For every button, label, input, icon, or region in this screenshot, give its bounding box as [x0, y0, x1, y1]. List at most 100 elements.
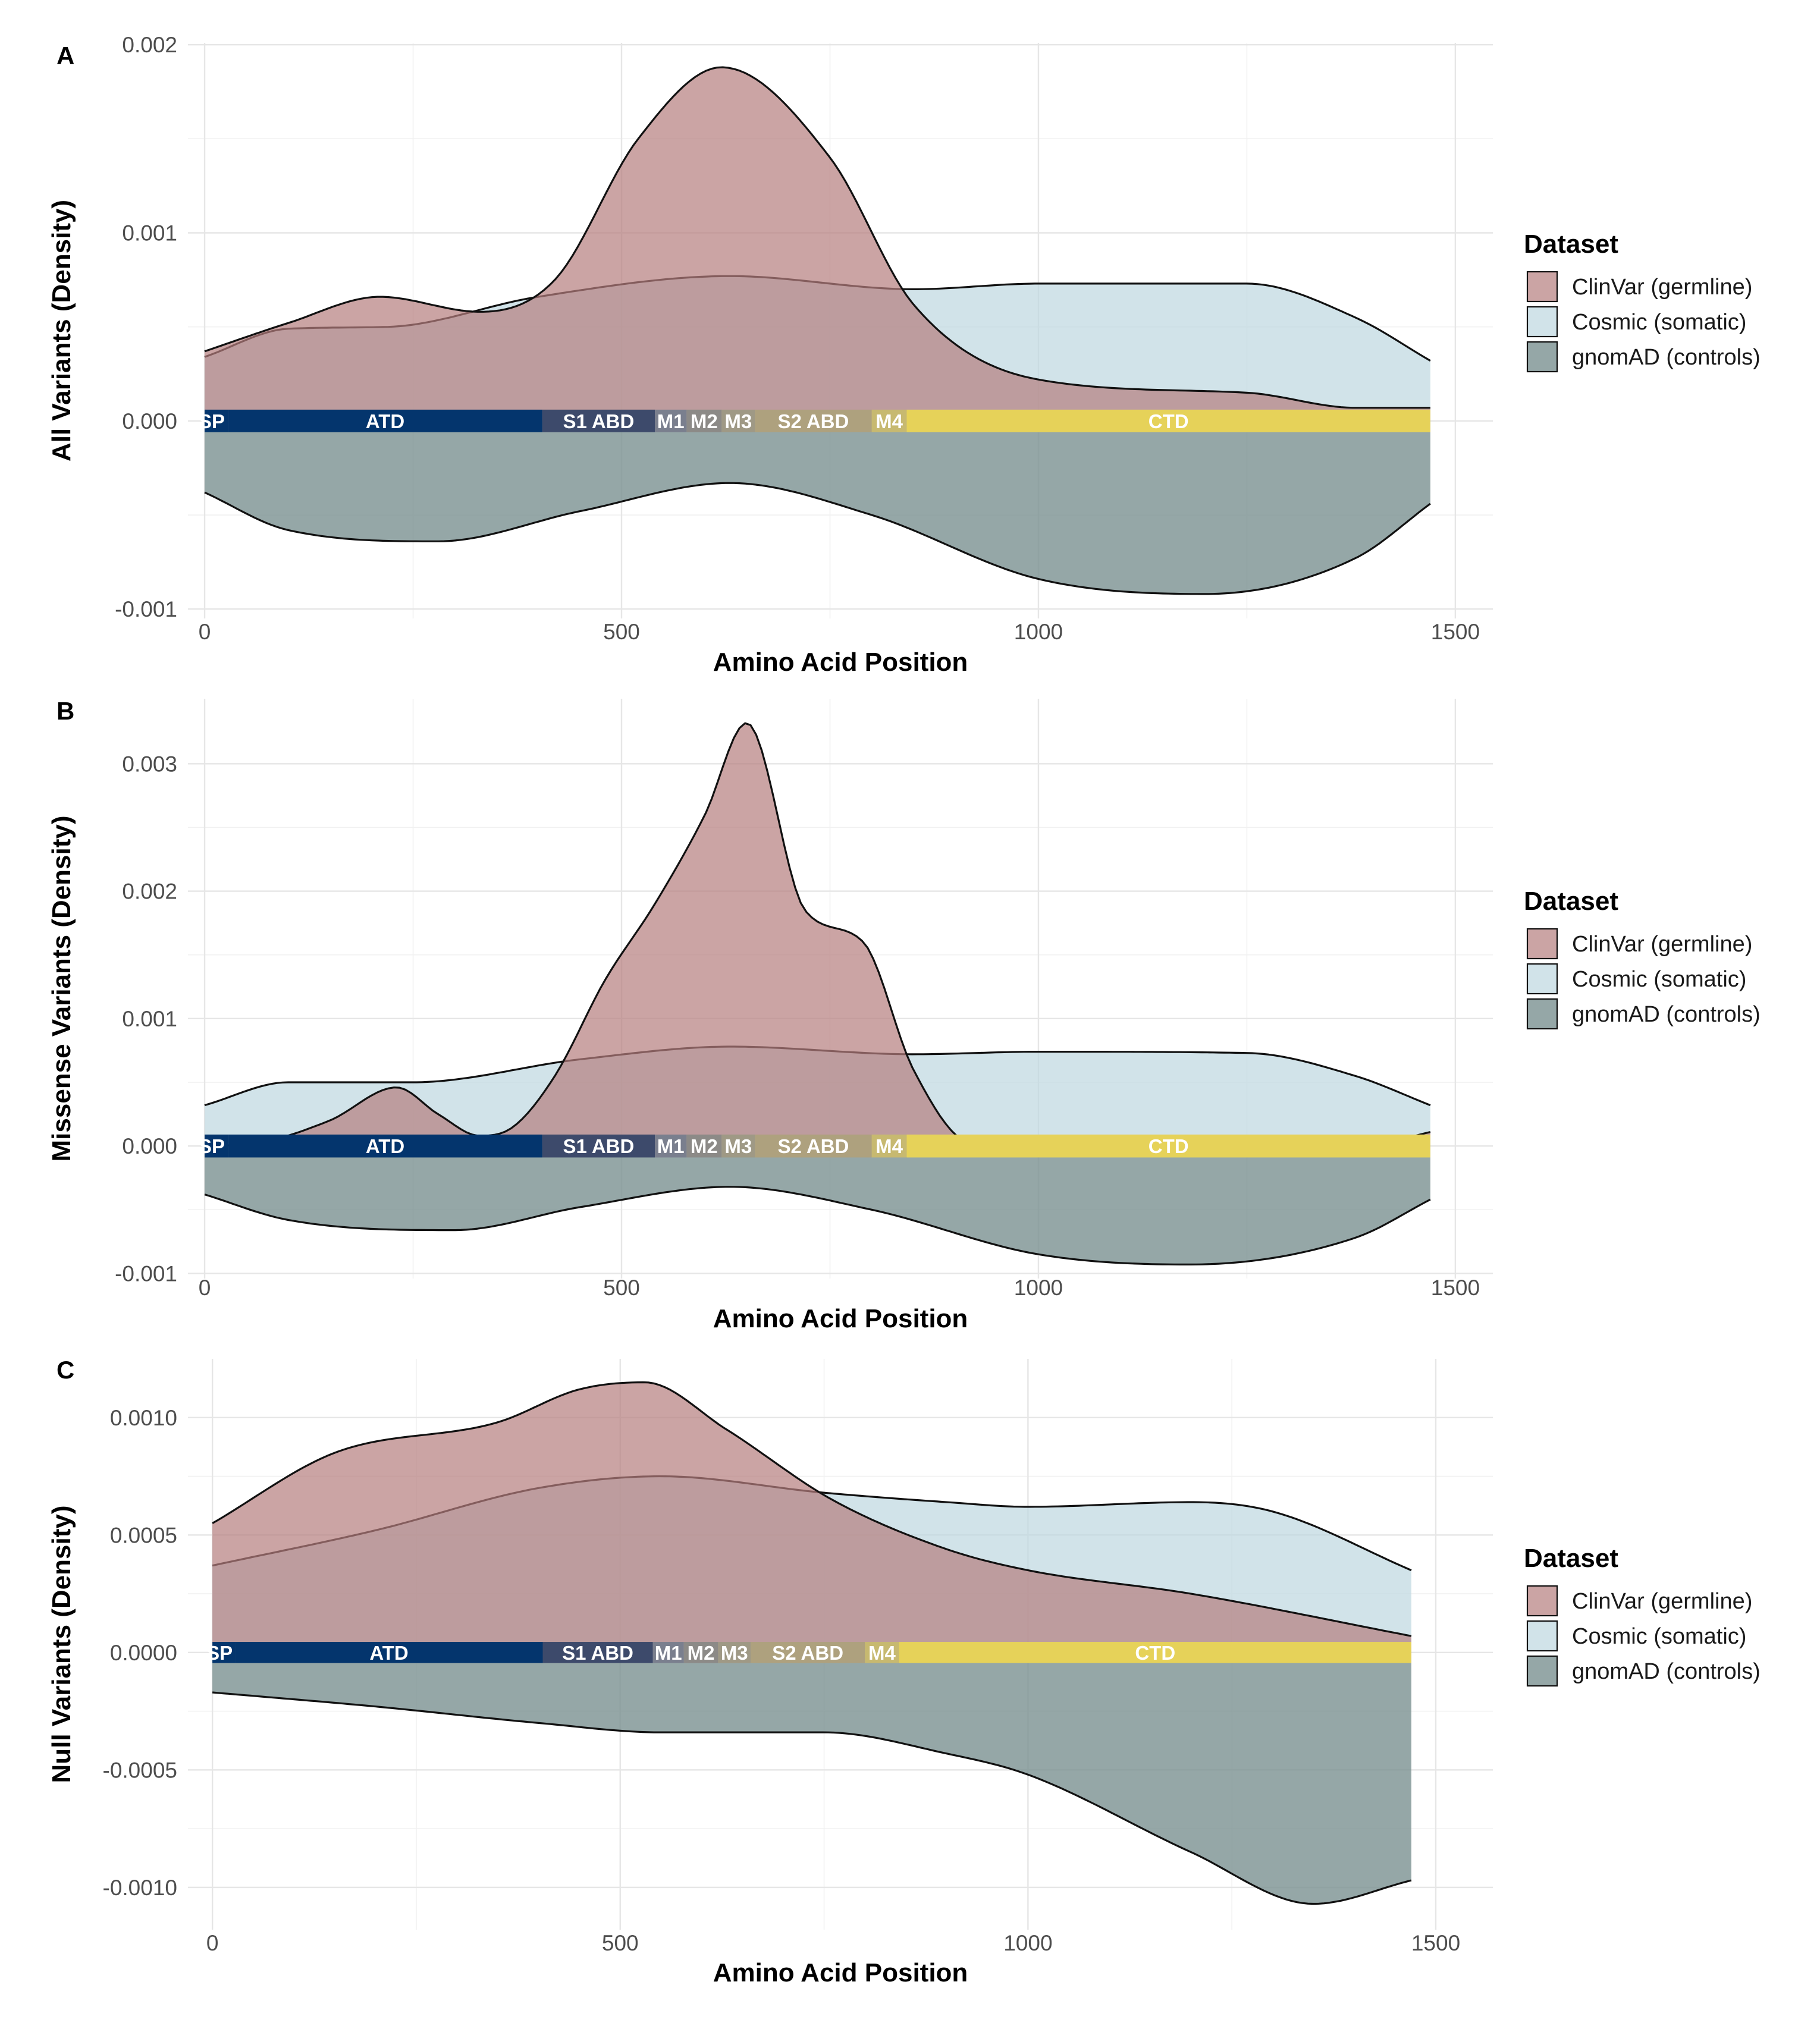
y-tick-label: -0.001	[115, 1261, 177, 1286]
legend-label-gnomad: gnomAD (controls)	[1572, 1002, 1761, 1027]
domain-label-s2-abd: S2 ABD	[772, 1642, 843, 1664]
area-clinvar	[205, 723, 1430, 1147]
domain-label-m3: M3	[721, 1642, 748, 1664]
y-tick-label: 0.002	[122, 880, 177, 904]
y-tick-label: 0.003	[122, 752, 177, 776]
domain-s1-abd	[542, 1642, 653, 1663]
panel-letter: A	[57, 42, 74, 70]
domain-label-m3: M3	[724, 410, 752, 432]
domain-s1-abd	[542, 1134, 655, 1158]
domain-m3	[721, 1134, 755, 1158]
domain-label-ctd: CTD	[1135, 1642, 1175, 1664]
legend-label-cosmic: Cosmic (somatic)	[1572, 967, 1746, 992]
domain-band: SP ATD S1 ABD M1 M2 M3 S2 ABD M4 CTD	[199, 409, 1430, 432]
domain-label-atd: ATD	[369, 1642, 408, 1664]
domain-s2-abd	[751, 1642, 865, 1663]
domain-s1-abd	[542, 409, 655, 432]
y-tick-label: -0.0005	[103, 1758, 178, 1782]
y-tick-label: -0.0010	[103, 1876, 178, 1900]
domain-m1	[655, 409, 687, 432]
curve-gnomad	[204, 1186, 1431, 1265]
tick-labels: -0.0010 -0.0005 0.0000 0.0005 0.0010 0 500 1000…	[103, 1406, 1461, 1955]
x-tick-label: 1000	[1014, 1276, 1063, 1300]
x-tick-label: 500	[603, 620, 640, 644]
area-gnomad	[205, 1146, 1430, 1265]
y-axis-title: Null Variants (Density)	[47, 1505, 76, 1783]
y-tick-label: 0.002	[122, 33, 177, 57]
domain-label-sp: SP	[199, 1135, 225, 1157]
domain-m4	[865, 1642, 899, 1663]
legend-label-cosmic: Cosmic (somatic)	[1572, 1624, 1746, 1649]
domain-label-sp: SP	[206, 1642, 233, 1664]
legend-swatch-gnomad	[1526, 341, 1558, 373]
domain-label-m2: M2	[691, 1135, 718, 1157]
density-areas	[204, 66, 1431, 595]
y-tick-label: 0.0005	[110, 1523, 177, 1547]
domain-atd	[235, 1642, 543, 1663]
panel-b: SP ATD S1 ABD M1 M2 M3 S2 ABD M4 CTD -0.001 0.000 0…	[47, 697, 1761, 1333]
domain-label-m1: M1	[657, 1135, 685, 1157]
domain-band: SP ATD S1 ABD M1 M2 M3 S2 ABD M4 CTD	[206, 1642, 1411, 1664]
legend-title: Dataset	[1524, 887, 1618, 916]
x-tick-label: 1500	[1411, 1931, 1460, 1955]
x-tick-label: 1000	[1014, 620, 1063, 644]
domain-label-s1-abd: S1 ABD	[562, 1642, 633, 1664]
x-tick-label: 0	[199, 620, 211, 644]
legend-swatch-clinvar	[1526, 271, 1558, 303]
domain-s2-abd	[755, 1134, 872, 1158]
x-tick-label: 1000	[1003, 1931, 1052, 1955]
y-axis-title: Missense Variants (Density)	[47, 815, 76, 1161]
domain-m4	[871, 1134, 907, 1158]
domain-m1	[655, 1134, 687, 1158]
area-clinvar	[212, 1382, 1411, 1653]
y-tick-label: 0.001	[122, 221, 177, 246]
curve-clinvar	[212, 1381, 1412, 1637]
y-tick-label: -0.001	[115, 597, 177, 621]
y-axis-title: All Variants (Density)	[47, 200, 76, 461]
domain-label-atd: ATD	[366, 1135, 404, 1157]
domain-label-ctd: CTD	[1149, 410, 1189, 432]
panel-c: SP ATD S1 ABD M1 M2 M3 S2 ABD M4 CTD -0.0010 -0.00…	[47, 1356, 1761, 1987]
domain-s2-abd	[755, 409, 872, 432]
domain-label-atd: ATD	[366, 410, 404, 432]
x-axis-title: Amino Acid Position	[713, 1304, 968, 1333]
x-tick-label: 1500	[1431, 1276, 1480, 1300]
domain-m1	[652, 1642, 684, 1663]
legend-label-clinvar: ClinVar (germline)	[1572, 1589, 1752, 1614]
panel-a: SP ATD S1 ABD M1 M2 M3 S2 ABD M4 CTD -0.001 0.000 0…	[47, 33, 1761, 677]
legend-swatch-gnomad	[1526, 998, 1558, 1030]
domain-label-sp: SP	[199, 410, 225, 432]
y-tick-label: 0.0010	[110, 1406, 177, 1430]
domain-label-m2: M2	[688, 1642, 715, 1664]
domain-sp	[205, 409, 228, 432]
legend: Dataset ClinVar (germline) Cosmic (somatic…	[1524, 887, 1761, 1030]
domain-m4	[871, 409, 907, 432]
legend-swatch-clinvar	[1526, 1585, 1558, 1617]
legend-title: Dataset	[1524, 1544, 1618, 1573]
legend-swatch-cosmic	[1526, 963, 1558, 995]
domain-m3	[718, 1642, 751, 1663]
curve-gnomad	[212, 1691, 1412, 1905]
domain-label-s1-abd: S1 ABD	[563, 410, 635, 432]
domain-label-m4: M4	[868, 1642, 896, 1664]
domain-ctd	[906, 1134, 1430, 1158]
x-tick-label: 1500	[1431, 620, 1480, 644]
panel-letter: B	[57, 697, 74, 725]
tick-labels: -0.001 0.000 0.001 0.002 0 500 1000 1500	[115, 33, 1480, 644]
domain-m3	[721, 409, 755, 432]
domain-label-m4: M4	[876, 1135, 903, 1157]
x-axis-title: Amino Acid Position	[713, 1958, 968, 1987]
domain-sp	[212, 1642, 236, 1663]
domain-m2	[686, 409, 722, 432]
domain-label-m4: M4	[876, 410, 903, 432]
domain-label-s1-abd: S1 ABD	[563, 1135, 635, 1157]
domain-label-s2-abd: S2 ABD	[778, 410, 849, 432]
domain-label-m1: M1	[657, 410, 685, 432]
legend-swatch-cosmic	[1526, 306, 1558, 338]
y-tick-label: 0.001	[122, 1007, 177, 1031]
domain-label-m1: M1	[655, 1642, 682, 1664]
domain-band: SP ATD S1 ABD M1 M2 M3 S2 ABD M4 CTD	[199, 1134, 1430, 1158]
legend-label-clinvar: ClinVar (germline)	[1572, 932, 1752, 957]
curve-clinvar	[204, 66, 1430, 409]
